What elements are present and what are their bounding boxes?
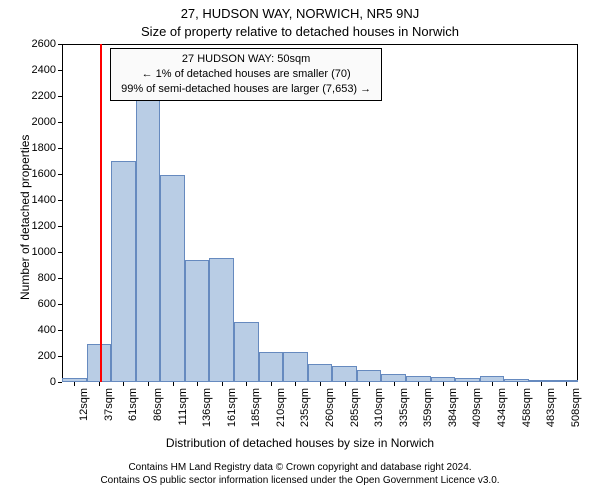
x-tick-mark — [197, 382, 198, 386]
histogram-bar — [209, 258, 234, 382]
info-box: 27 HUDSON WAY: 50sqm ← 1% of detached ho… — [110, 48, 382, 101]
x-tick-label: 335sqm — [398, 388, 410, 427]
x-tick-label: 235sqm — [299, 388, 311, 427]
y-tick-label: 600 — [38, 298, 56, 310]
y-tick-label: 1800 — [32, 142, 56, 154]
histogram-bar — [381, 374, 406, 382]
histogram-bar — [283, 352, 308, 382]
y-tick-mark — [58, 304, 62, 305]
title-subtitle: Size of property relative to detached ho… — [0, 24, 600, 39]
x-tick-label: 285sqm — [349, 388, 361, 427]
histogram-bar — [160, 175, 185, 382]
x-tick-label: 12sqm — [78, 388, 90, 421]
x-tick-mark — [492, 382, 493, 386]
attribution-line-2: Contains OS public sector information li… — [0, 475, 600, 488]
y-tick-mark — [58, 200, 62, 201]
y-tick-label: 1000 — [32, 246, 56, 258]
attribution: Contains HM Land Registry data © Crown c… — [0, 462, 600, 487]
histogram-bar — [259, 352, 284, 382]
y-tick-label: 2000 — [32, 116, 56, 128]
info-line-2: ← 1% of detached houses are smaller (70) — [121, 67, 371, 82]
x-tick-mark — [271, 382, 272, 386]
x-tick-label: 483sqm — [545, 388, 557, 427]
histogram-bar — [185, 260, 210, 382]
x-tick-label: 61sqm — [127, 388, 139, 421]
histogram-bar — [87, 344, 112, 382]
histogram-bar — [111, 161, 136, 382]
y-tick-label: 2200 — [32, 90, 56, 102]
attribution-line-1: Contains HM Land Registry data © Crown c… — [0, 462, 600, 475]
x-tick-mark — [222, 382, 223, 386]
x-tick-label: 161sqm — [226, 388, 238, 427]
x-tick-mark — [99, 382, 100, 386]
y-tick-label: 200 — [38, 350, 56, 362]
x-tick-label: 458sqm — [521, 388, 533, 427]
x-tick-mark — [369, 382, 370, 386]
y-tick-mark — [58, 70, 62, 71]
histogram-bar — [308, 364, 333, 382]
x-tick-label: 37sqm — [103, 388, 115, 421]
y-tick-label: 2400 — [32, 64, 56, 76]
x-tick-mark — [148, 382, 149, 386]
x-tick-mark — [246, 382, 247, 386]
y-tick-label: 0 — [50, 376, 56, 388]
y-tick-mark — [58, 226, 62, 227]
x-tick-mark — [345, 382, 346, 386]
x-tick-mark — [418, 382, 419, 386]
y-tick-mark — [58, 96, 62, 97]
histogram-bar — [332, 366, 357, 382]
y-tick-label: 800 — [38, 272, 56, 284]
x-tick-mark — [295, 382, 296, 386]
y-tick-mark — [58, 44, 62, 45]
x-tick-mark — [517, 382, 518, 386]
x-tick-label: 210sqm — [275, 388, 287, 427]
y-tick-mark — [58, 174, 62, 175]
title-address: 27, HUDSON WAY, NORWICH, NR5 9NJ — [0, 6, 600, 21]
histogram-bar — [234, 322, 259, 382]
y-axis-label: Number of detached properties — [18, 135, 32, 300]
x-tick-mark — [173, 382, 174, 386]
x-tick-label: 111sqm — [177, 388, 189, 426]
x-tick-label: 310sqm — [373, 388, 385, 427]
x-tick-label: 136sqm — [201, 388, 213, 427]
histogram-bar — [357, 370, 382, 382]
x-tick-label: 185sqm — [250, 388, 262, 427]
x-tick-label: 508sqm — [570, 388, 582, 427]
info-line-3: 99% of semi-detached houses are larger (… — [121, 82, 371, 97]
x-tick-mark — [123, 382, 124, 386]
histogram-bar — [136, 86, 161, 382]
x-tick-label: 260sqm — [324, 388, 336, 427]
y-tick-mark — [58, 278, 62, 279]
x-tick-mark — [467, 382, 468, 386]
x-tick-label: 384sqm — [447, 388, 459, 427]
y-tick-mark — [58, 382, 62, 383]
x-tick-mark — [541, 382, 542, 386]
y-tick-label: 1400 — [32, 194, 56, 206]
x-tick-mark — [74, 382, 75, 386]
x-tick-label: 359sqm — [422, 388, 434, 427]
x-tick-mark — [443, 382, 444, 386]
y-tick-mark — [58, 148, 62, 149]
x-tick-label: 409sqm — [471, 388, 483, 427]
x-tick-mark — [320, 382, 321, 386]
x-tick-mark — [394, 382, 395, 386]
y-tick-mark — [58, 122, 62, 123]
chart-container: 27, HUDSON WAY, NORWICH, NR5 9NJ Size of… — [0, 0, 600, 500]
x-tick-mark — [566, 382, 567, 386]
info-line-1: 27 HUDSON WAY: 50sqm — [121, 52, 371, 67]
y-tick-mark — [58, 252, 62, 253]
y-tick-mark — [58, 330, 62, 331]
y-tick-label: 400 — [38, 324, 56, 336]
y-tick-label: 2600 — [32, 38, 56, 50]
y-tick-label: 1600 — [32, 168, 56, 180]
x-tick-label: 434sqm — [496, 388, 508, 427]
y-tick-mark — [58, 356, 62, 357]
y-tick-label: 1200 — [32, 220, 56, 232]
marker-line — [100, 44, 102, 382]
x-axis-label: Distribution of detached houses by size … — [0, 436, 600, 450]
x-tick-label: 86sqm — [152, 388, 164, 421]
